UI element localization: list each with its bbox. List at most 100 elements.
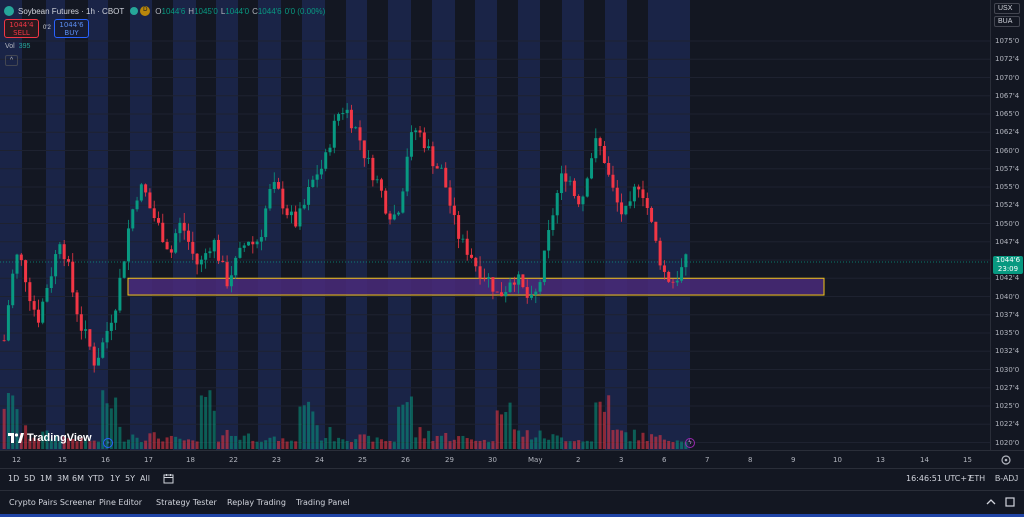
currency-button[interactable]: USX — [994, 3, 1020, 14]
tradingview-logo[interactable]: TradingView — [8, 432, 92, 444]
status-badge[interactable]: D — [140, 6, 151, 16]
tab-crypto-pairs-screener[interactable]: Crypto Pairs Screener — [9, 498, 96, 507]
range-button-3m[interactable]: 3M — [57, 474, 69, 483]
session-button[interactable]: ETH — [969, 474, 985, 483]
candle-body — [538, 282, 542, 292]
volume-bar — [508, 402, 512, 449]
volume-bar — [221, 435, 225, 449]
candle-body — [662, 265, 666, 272]
volume-bar — [645, 440, 649, 449]
candle-body — [495, 291, 499, 293]
volume-bar — [109, 408, 113, 449]
candle-body — [71, 261, 75, 293]
candle-body — [84, 329, 88, 331]
volume-bar — [84, 439, 88, 449]
candle-body — [161, 222, 165, 243]
candle-body — [512, 282, 516, 285]
candle-body — [148, 192, 152, 209]
volume-bar — [71, 439, 75, 449]
buy-label: BUY — [64, 29, 79, 37]
volume-bar — [148, 433, 152, 449]
range-button-ytd[interactable]: YTD — [88, 474, 104, 483]
volume-bar — [6, 393, 10, 449]
volume-bar — [465, 438, 469, 449]
session-band — [302, 0, 325, 450]
support-zone — [127, 277, 825, 296]
collapse-legend-button[interactable]: ^ — [5, 55, 18, 66]
candle-body — [285, 208, 289, 216]
candle-body — [234, 257, 238, 276]
volume-bar — [161, 441, 165, 449]
tab-pine-editor[interactable]: Pine Editor — [99, 498, 143, 507]
time-label: 7 — [705, 456, 710, 464]
candle-body — [667, 271, 671, 282]
candle-body — [422, 132, 426, 149]
panel-bar: Crypto Pairs Screener Pine Editor Strate… — [0, 490, 1024, 514]
volume-bar — [264, 440, 268, 449]
candlestick-chart[interactable] — [0, 0, 990, 450]
candle-body — [144, 184, 148, 193]
candle-body — [45, 288, 49, 302]
volume-bar — [28, 438, 32, 449]
tab-replay-trading[interactable]: Replay Trading — [227, 498, 286, 507]
volume-bar — [590, 441, 594, 449]
candle-body — [264, 208, 268, 238]
volume-bar — [379, 439, 383, 449]
candle-body — [684, 254, 688, 268]
volume-bar — [658, 435, 662, 449]
candle-body — [139, 184, 143, 201]
volume-bar — [602, 411, 606, 449]
price-label: 1067'4 — [995, 91, 1020, 100]
tab-strategy-tester[interactable]: Strategy Tester — [156, 498, 217, 507]
unit-button[interactable]: BUA — [994, 16, 1020, 27]
volume-bar — [182, 440, 186, 449]
symbol-title[interactable]: Soybean Futures · 1h · CBOT — [18, 6, 125, 16]
range-button-5y[interactable]: 5Y — [125, 474, 135, 483]
volume-bar — [24, 425, 28, 449]
range-button-all[interactable]: All — [140, 474, 150, 483]
session-band — [432, 0, 455, 450]
candle-body — [54, 254, 58, 277]
sell-button[interactable]: 1044'4 SELL — [4, 19, 39, 38]
chevron-up-icon[interactable] — [985, 496, 997, 508]
time-axis[interactable]: 12 15 16 17 18 22 23 24 25 26 29 30 May 2 3 6 7 8 9 10 13 14 1… — [0, 450, 1024, 468]
candle-body — [658, 240, 662, 266]
volume-bar — [607, 395, 611, 449]
candle-body — [611, 174, 615, 188]
volume-bar — [375, 437, 379, 449]
volume-bar — [204, 396, 208, 449]
candle-body — [294, 211, 298, 227]
volume-bar — [165, 437, 169, 449]
volume-bar — [319, 440, 323, 449]
tab-trading-panel[interactable]: Trading Panel — [296, 498, 350, 507]
candle-body — [11, 273, 15, 306]
lightning-icon[interactable]: ϟ — [685, 438, 695, 448]
volume-bar — [637, 440, 641, 449]
go-to-start-icon[interactable]: » — [103, 438, 113, 448]
candle-body — [229, 275, 233, 287]
clock[interactable]: 16:46:51 UTC+7 — [906, 474, 973, 483]
candle-body — [268, 189, 272, 209]
range-button-6m[interactable]: 6M — [72, 474, 84, 483]
price-label: 1060'0 — [995, 146, 1020, 155]
buy-button[interactable]: 1044'6 BUY — [54, 19, 89, 38]
maximize-icon[interactable] — [1004, 496, 1016, 508]
range-button-5d[interactable]: 5D — [24, 474, 36, 483]
range-button-1m[interactable]: 1M — [40, 474, 52, 483]
calendar-icon[interactable] — [163, 473, 174, 484]
candle-body — [572, 180, 576, 196]
candle-body — [32, 301, 36, 310]
candle-body — [654, 221, 658, 241]
candle-body — [367, 157, 371, 159]
price-axis[interactable]: USX BUA 1075'0 1072'4 1070'0 1067'4 1065'0 10… — [990, 0, 1024, 450]
candle-body — [191, 241, 195, 254]
time-label: 24 — [315, 456, 324, 464]
volume-bar — [217, 441, 221, 449]
chart-settings-icon[interactable] — [1000, 454, 1012, 466]
volume-legend[interactable]: Vol 395 — [5, 43, 30, 50]
range-button-1y[interactable]: 1Y — [110, 474, 120, 483]
adjustment-button[interactable]: B-ADJ — [995, 474, 1019, 483]
range-button-1d[interactable]: 1D — [8, 474, 20, 483]
price-label: 1020'0 — [995, 438, 1020, 447]
